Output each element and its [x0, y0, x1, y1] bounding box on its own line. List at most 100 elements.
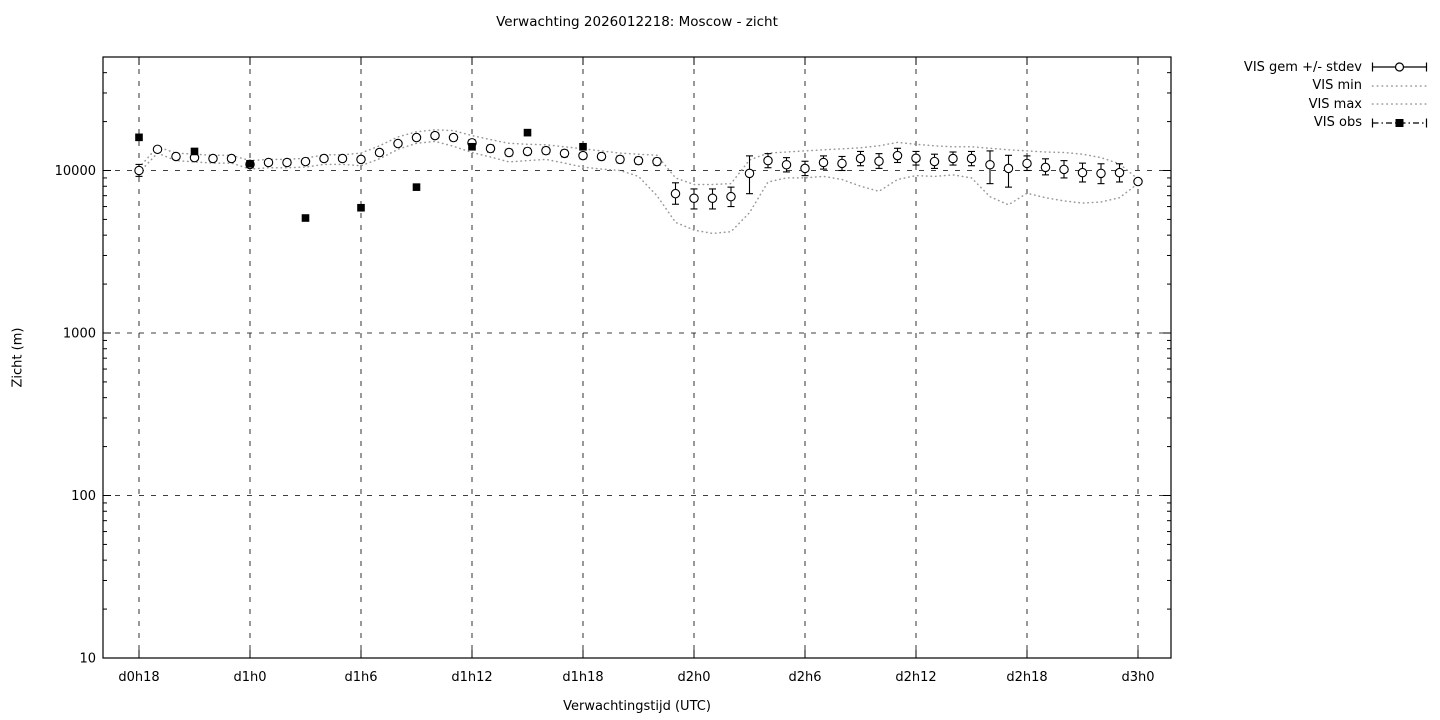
obs-point	[357, 203, 365, 212]
dotted-line-sample-icon	[1371, 84, 1428, 87]
series-vis-obs	[135, 128, 587, 222]
mean-point	[430, 130, 440, 141]
mean-point	[319, 153, 329, 164]
x-tick-label: d3h0	[1121, 670, 1154, 685]
x-tick-label: d2h12	[895, 670, 936, 685]
mean-point	[596, 151, 607, 162]
mean-point	[263, 157, 274, 168]
mean-point	[448, 132, 459, 143]
mean-point	[522, 146, 533, 157]
y-axis-label: Zicht (m)	[10, 327, 26, 388]
x-axis-label: Verwachtingstijd (UTC)	[563, 699, 711, 714]
obs-point	[468, 142, 476, 151]
x-tick-label: d0h18	[118, 670, 159, 685]
series-vis-mean	[134, 130, 1143, 210]
mean-point	[689, 193, 699, 203]
errorbar-circle-sample-icon	[1371, 62, 1428, 72]
x-tick-label: d2h6	[788, 670, 821, 685]
mean-point	[1022, 158, 1032, 169]
mean-point	[1096, 168, 1106, 179]
mean-point	[929, 156, 940, 167]
obs-point	[135, 133, 143, 142]
x-tick-label: d2h18	[1006, 670, 1047, 685]
mean-point	[726, 191, 736, 202]
series-vis-min	[138, 140, 1139, 235]
series-vis-max	[138, 129, 1139, 186]
mean-point	[1003, 163, 1014, 174]
mean-point	[171, 151, 181, 162]
legend-label-max: VIS max	[1308, 96, 1362, 112]
obs-point	[246, 159, 254, 168]
mean-point	[615, 154, 625, 165]
mean-point	[152, 144, 163, 155]
mean-point	[763, 155, 773, 166]
mean-point	[393, 138, 403, 149]
mean-point	[282, 157, 292, 168]
grid: d0h18 d1h0 d1h6 d1h12 d1h18 d2h0 d2h6 d2h12 d2h1…	[55, 57, 1171, 685]
plot-border	[102, 56, 1172, 659]
obs-point	[523, 128, 532, 137]
mean-point	[874, 156, 884, 167]
mean-point	[948, 153, 958, 164]
mean-point	[134, 165, 144, 176]
x-tick-label: d1h6	[344, 670, 377, 685]
x-tick-label: d1h12	[451, 670, 492, 685]
mean-point	[356, 154, 366, 165]
y-tick-label: 10000	[55, 164, 96, 179]
legend-row-obs: VIS obs	[1130, 114, 1428, 133]
chart-title: Verwachting 2026012218: Moscow - zicht	[496, 14, 778, 30]
mean-point	[966, 153, 977, 164]
mean-point	[892, 150, 903, 161]
x-tick-label: d1h18	[562, 670, 603, 685]
mean-point	[911, 153, 921, 163]
mean-point	[633, 155, 644, 166]
dashdot-square-sample-icon	[1371, 118, 1428, 128]
mean-point	[985, 159, 995, 170]
mean-point	[818, 157, 829, 168]
plot-border	[102, 56, 1172, 659]
x-tick-label: d1h0	[233, 670, 266, 685]
mean-point	[1077, 167, 1088, 178]
mean-point	[744, 168, 755, 179]
mean-point	[670, 188, 681, 199]
mean-point	[226, 153, 237, 164]
dotted-line-sample-icon	[1371, 103, 1428, 106]
mean-point	[781, 159, 792, 170]
mean-point	[707, 193, 718, 203]
obs-point	[190, 147, 199, 156]
obs-point	[579, 142, 587, 151]
mean-point	[1133, 176, 1143, 187]
mean-point	[504, 147, 514, 158]
mean-point	[800, 163, 810, 174]
mean-point	[485, 143, 496, 154]
mean-point	[837, 158, 847, 169]
mean-point	[208, 153, 218, 164]
legend: VIS gem +/- stdev VIS min VIS max VIS ob…	[1130, 58, 1428, 132]
mean-point	[337, 153, 348, 164]
mean-point	[300, 156, 311, 167]
mean-point	[1040, 162, 1051, 173]
legend-row-min: VIS min	[1130, 77, 1428, 96]
mean-point	[1114, 167, 1125, 178]
y-tick-label: 1000	[63, 327, 96, 342]
mean-point	[1059, 164, 1069, 175]
y-tick-label: 100	[71, 489, 96, 504]
envelope-line	[138, 129, 1139, 186]
obs-point	[301, 214, 310, 222]
envelope-line	[138, 140, 1139, 235]
mean-point	[855, 153, 866, 164]
mean-point	[374, 147, 385, 158]
legend-label-mean: VIS gem +/- stdev	[1243, 59, 1362, 75]
obs-point	[412, 183, 421, 191]
y-tick-label: 10	[79, 652, 96, 667]
legend-row-mean: VIS gem +/- stdev	[1130, 58, 1428, 77]
x-tick-label: d2h0	[677, 670, 710, 685]
mean-point	[652, 156, 662, 167]
legend-row-max: VIS max	[1130, 95, 1428, 114]
legend-label-obs: VIS obs	[1313, 115, 1362, 131]
mean-point	[411, 132, 422, 143]
mean-point	[559, 148, 570, 159]
mean-point	[541, 145, 551, 156]
